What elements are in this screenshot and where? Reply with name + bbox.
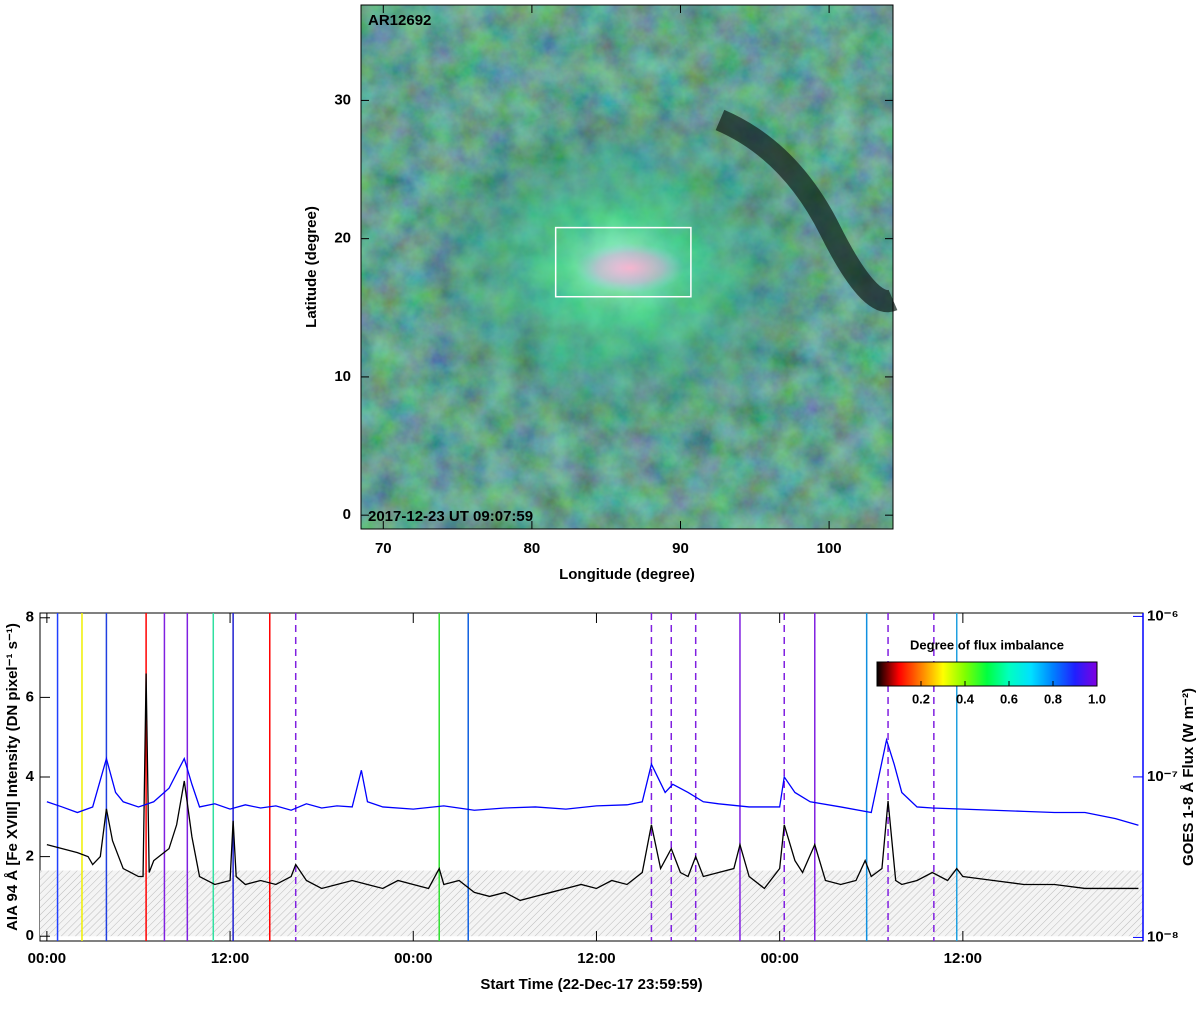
x-tick-label: 12:00	[944, 950, 982, 967]
x-tick-label: 00:00	[760, 950, 798, 967]
y-tick-label: 30	[334, 91, 351, 108]
y-tick-label: 4	[26, 768, 35, 785]
y2-tick-label: 10⁻⁸	[1147, 928, 1179, 945]
solar-image	[361, 5, 898, 529]
x-tick-label: 12:00	[211, 950, 249, 967]
y2-tick-label: 10⁻⁶	[1147, 607, 1179, 624]
series-line	[46, 737, 1139, 826]
series-line	[46, 673, 1139, 902]
y-tick-label: 8	[26, 609, 34, 626]
colorbar-tick-label: 1.0	[1088, 691, 1106, 706]
x-tick-label: 12:00	[577, 950, 615, 967]
image-core	[575, 243, 685, 293]
image-filament	[715, 109, 898, 313]
colorbar-tick-label: 0.6	[1000, 691, 1018, 706]
y-axis-label: AIA 94 Å [Fe XVIII] Intensity (DN pixel⁻…	[4, 623, 21, 931]
colorbar-title: Degree of flux imbalance	[910, 637, 1064, 652]
annotation: AR12692	[368, 12, 431, 29]
y-tick-label: 20	[334, 230, 351, 247]
x-tick-label: 70	[375, 540, 392, 557]
colorbar-tick-label: 0.4	[956, 691, 975, 706]
x-axis-label: Longitude (degree)	[559, 566, 695, 583]
plot-area	[40, 613, 1143, 941]
x-tick-label: 90	[672, 540, 689, 557]
colorbar	[876, 661, 1098, 687]
y-tick-label: 6	[26, 688, 34, 705]
y-tick-label: 0	[343, 506, 351, 523]
y-tick-label: 0	[26, 927, 34, 944]
y2-axis-label: GOES 1-8 Å Flux (W m⁻²)	[1180, 688, 1197, 866]
x-tick-label: 00:00	[28, 950, 66, 967]
colorbar-tick-label: 0.2	[912, 691, 930, 706]
y-tick-label: 2	[26, 848, 34, 865]
y2-tick-label: 10⁻⁷	[1147, 768, 1178, 785]
x-tick-label: 80	[524, 540, 541, 557]
y-tick-label: 10	[334, 368, 351, 385]
region-box	[554, 226, 692, 298]
image-frame	[360, 4, 894, 530]
x-tick-label: 100	[817, 540, 842, 557]
x-tick-label: 00:00	[394, 950, 432, 967]
x-axis-label: Start Time (22-Dec-17 23:59:59)	[480, 976, 702, 993]
colorbar-tick-label: 0.8	[1044, 691, 1062, 706]
annotation: 2017-12-23 UT 09:07:59	[368, 508, 533, 525]
threshold-band	[40, 870, 1143, 937]
y-axis-label: Latitude (degree)	[303, 206, 320, 328]
